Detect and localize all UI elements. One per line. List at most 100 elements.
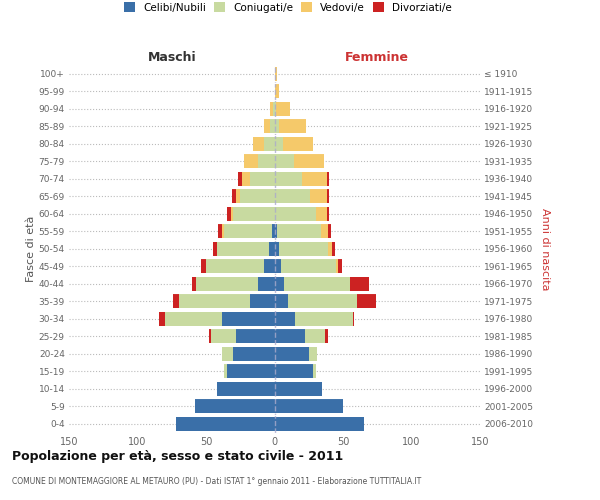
Bar	[326, 189, 329, 204]
Bar	[278, 119, 306, 134]
Bar	[275, 276, 284, 291]
Bar	[211, 329, 236, 344]
Bar	[227, 206, 230, 221]
Bar	[233, 346, 275, 361]
Bar	[173, 294, 179, 308]
Bar	[217, 382, 275, 396]
Bar	[263, 136, 275, 151]
Bar	[353, 312, 354, 326]
Bar	[253, 136, 263, 151]
Bar	[275, 312, 295, 326]
Bar	[275, 136, 283, 151]
Bar	[206, 259, 263, 274]
Bar	[281, 259, 336, 274]
Bar	[293, 154, 324, 168]
Bar	[275, 364, 313, 378]
Bar	[356, 294, 376, 308]
Bar	[310, 189, 326, 204]
Legend: Celibi/Nubili, Coniugati/e, Vedovi/e, Divorziati/e: Celibi/Nubili, Coniugati/e, Vedovi/e, Di…	[122, 0, 454, 14]
Bar	[272, 224, 275, 238]
Bar	[321, 224, 328, 238]
Bar	[271, 102, 273, 116]
Bar	[275, 416, 364, 431]
Bar	[269, 242, 275, 256]
Bar	[275, 224, 277, 238]
Bar	[276, 102, 290, 116]
Bar	[326, 206, 329, 221]
Bar	[223, 224, 224, 238]
Bar	[275, 189, 310, 204]
Bar	[275, 294, 288, 308]
Text: Popolazione per età, sesso e stato civile - 2011: Popolazione per età, sesso e stato civil…	[12, 450, 343, 463]
Bar	[275, 346, 309, 361]
Bar	[218, 224, 223, 238]
Bar	[165, 312, 223, 326]
Bar	[295, 312, 353, 326]
Bar	[309, 346, 317, 361]
Bar	[328, 242, 332, 256]
Bar	[250, 172, 275, 186]
Bar	[275, 84, 278, 98]
Bar	[176, 416, 275, 431]
Bar	[325, 329, 328, 344]
Bar	[313, 364, 316, 378]
Bar	[258, 276, 275, 291]
Bar	[242, 172, 250, 186]
Bar	[328, 224, 331, 238]
Y-axis label: Anni di nascita: Anni di nascita	[540, 208, 550, 290]
Bar	[233, 206, 275, 221]
Bar	[244, 154, 258, 168]
Bar	[275, 66, 277, 81]
Bar	[179, 294, 250, 308]
Bar	[200, 259, 206, 274]
Bar	[277, 224, 321, 238]
Bar	[195, 399, 275, 413]
Bar	[240, 189, 275, 204]
Bar	[209, 329, 211, 344]
Bar	[326, 172, 329, 186]
Bar	[338, 259, 341, 274]
Text: Maschi: Maschi	[148, 51, 196, 64]
Bar	[275, 259, 281, 274]
Bar	[263, 259, 275, 274]
Bar	[350, 276, 369, 291]
Bar	[275, 206, 316, 221]
Bar	[224, 224, 272, 238]
Bar	[230, 206, 233, 221]
Bar	[196, 276, 258, 291]
Bar	[236, 329, 275, 344]
Bar	[223, 346, 233, 361]
Bar	[305, 329, 325, 344]
Bar	[223, 312, 275, 326]
Bar	[238, 172, 242, 186]
Bar	[283, 136, 313, 151]
Bar	[217, 242, 269, 256]
Bar	[232, 189, 236, 204]
Bar	[302, 172, 326, 186]
Bar	[332, 242, 335, 256]
Bar	[250, 294, 275, 308]
Bar	[227, 364, 275, 378]
Y-axis label: Fasce di età: Fasce di età	[26, 216, 36, 282]
Bar	[316, 206, 326, 221]
Bar	[275, 329, 305, 344]
Bar	[273, 102, 275, 116]
Bar	[288, 294, 356, 308]
Bar	[258, 154, 275, 168]
Bar	[275, 119, 278, 134]
Bar	[336, 259, 338, 274]
Bar	[236, 189, 240, 204]
Bar	[284, 276, 350, 291]
Bar	[224, 364, 227, 378]
Bar	[263, 119, 271, 134]
Bar	[213, 242, 217, 256]
Bar	[275, 399, 343, 413]
Bar	[275, 172, 302, 186]
Bar	[160, 312, 165, 326]
Text: COMUNE DI MONTEMAGGIORE AL METAURO (PU) - Dati ISTAT 1° gennaio 2011 - Elaborazi: COMUNE DI MONTEMAGGIORE AL METAURO (PU) …	[12, 478, 421, 486]
Bar	[275, 382, 322, 396]
Text: Femmine: Femmine	[345, 51, 409, 64]
Bar	[275, 102, 276, 116]
Bar	[271, 119, 275, 134]
Bar	[278, 242, 328, 256]
